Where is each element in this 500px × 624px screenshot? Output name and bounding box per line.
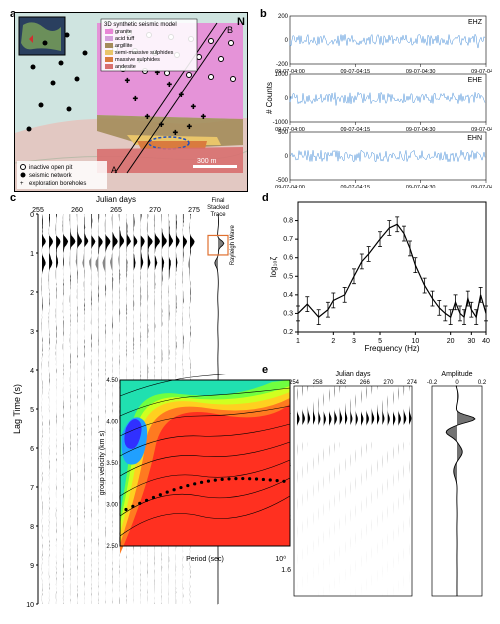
svg-text:+: + bbox=[187, 122, 192, 131]
svg-text:-0.2: -0.2 bbox=[427, 380, 438, 386]
svg-text:9: 9 bbox=[30, 563, 34, 570]
svg-text:1.6: 1.6 bbox=[281, 567, 291, 574]
svg-text:40: 40 bbox=[482, 338, 490, 345]
svg-text:20: 20 bbox=[447, 338, 455, 345]
svg-text:0.2: 0.2 bbox=[283, 329, 293, 336]
svg-text:argillite: argillite bbox=[115, 43, 132, 49]
svg-text:-500: -500 bbox=[276, 178, 289, 184]
svg-text:inactive open pit: inactive open pit bbox=[29, 165, 73, 171]
svg-text:Rayleigh Wave: Rayleigh Wave bbox=[230, 224, 236, 265]
svg-text:+: + bbox=[167, 80, 172, 89]
svg-text:3.50: 3.50 bbox=[106, 461, 118, 467]
svg-text:Julian days: Julian days bbox=[335, 371, 371, 378]
panel-e-gather: Julian days2542582622662702740.40.81.21.… bbox=[266, 368, 492, 612]
svg-text:200: 200 bbox=[278, 14, 289, 20]
svg-text:5: 5 bbox=[30, 407, 34, 414]
svg-text:2: 2 bbox=[30, 290, 34, 297]
svg-text:EHE: EHE bbox=[468, 77, 483, 84]
panel-a-map: A B +++ +++ +++ +++ 300 m bbox=[14, 12, 248, 192]
svg-text:4.50: 4.50 bbox=[106, 378, 118, 384]
svg-text:3: 3 bbox=[30, 329, 34, 336]
svg-text:# Counts: # Counts bbox=[265, 82, 274, 114]
svg-text:266: 266 bbox=[360, 380, 371, 386]
svg-text:+: + bbox=[20, 181, 24, 187]
svg-text:0: 0 bbox=[285, 96, 289, 102]
svg-text:265: 265 bbox=[110, 207, 122, 214]
figure: a A B bbox=[8, 8, 492, 616]
svg-text:+: + bbox=[133, 94, 138, 103]
svg-text:270: 270 bbox=[383, 380, 394, 386]
svg-text:+: + bbox=[191, 102, 196, 111]
svg-text:Lag Time (s): Lag Time (s) bbox=[12, 384, 22, 434]
panel-d-spectrum: 1235102030400.20.30.40.50.60.70.8Frequen… bbox=[266, 196, 492, 354]
svg-text:Period (sec): Period (sec) bbox=[186, 556, 224, 563]
svg-text:10⁰: 10⁰ bbox=[275, 555, 286, 563]
svg-text:0.7: 0.7 bbox=[283, 236, 293, 243]
svg-text:0.3: 0.3 bbox=[283, 310, 293, 317]
svg-text:semi-massive sulphides: semi-massive sulphides bbox=[115, 50, 174, 56]
svg-text:+: + bbox=[159, 120, 164, 129]
svg-text:500: 500 bbox=[278, 130, 289, 136]
svg-text:exploration boreholes: exploration boreholes bbox=[29, 181, 86, 187]
svg-text:274: 274 bbox=[407, 380, 418, 386]
svg-text:seismic network: seismic network bbox=[29, 173, 73, 179]
svg-text:Frequency (Hz): Frequency (Hz) bbox=[364, 344, 419, 353]
svg-text:0: 0 bbox=[455, 380, 459, 386]
svg-text:0: 0 bbox=[285, 154, 289, 160]
svg-text:-1000: -1000 bbox=[273, 120, 289, 126]
svg-text:Julian days: Julian days bbox=[96, 195, 136, 204]
svg-text:Stacked: Stacked bbox=[207, 205, 229, 211]
svg-text:-200: -200 bbox=[276, 62, 289, 68]
svg-text:260: 260 bbox=[71, 207, 83, 214]
svg-text:0.6: 0.6 bbox=[283, 255, 293, 262]
svg-text:4: 4 bbox=[30, 368, 34, 375]
svg-text:270: 270 bbox=[149, 207, 161, 214]
svg-text:6: 6 bbox=[30, 446, 34, 453]
section-A: A bbox=[111, 165, 117, 175]
svg-text:+: + bbox=[125, 76, 130, 85]
svg-text:EHZ: EHZ bbox=[468, 19, 483, 26]
svg-text:3: 3 bbox=[352, 338, 356, 345]
svg-text:7: 7 bbox=[30, 485, 34, 492]
svg-text:3.00: 3.00 bbox=[106, 503, 118, 509]
svg-text:0: 0 bbox=[30, 212, 34, 219]
svg-text:0.2: 0.2 bbox=[478, 380, 487, 386]
svg-text:258: 258 bbox=[313, 380, 324, 386]
svg-text:1: 1 bbox=[296, 338, 300, 345]
scale-label: 300 m bbox=[197, 158, 217, 165]
svg-text:0.5: 0.5 bbox=[283, 273, 293, 280]
svg-text:0.4: 0.4 bbox=[283, 292, 293, 299]
svg-text:+: + bbox=[179, 90, 184, 99]
svg-text:group velocity (km s): group velocity (km s) bbox=[99, 431, 106, 496]
svg-text:Amplitude: Amplitude bbox=[441, 371, 472, 378]
svg-text:10: 10 bbox=[26, 602, 34, 609]
svg-text:log₁₀ζ: log₁₀ζ bbox=[269, 256, 278, 277]
svg-text:1000: 1000 bbox=[275, 72, 289, 78]
svg-text:andesite: andesite bbox=[115, 64, 136, 70]
svg-text:0.8: 0.8 bbox=[283, 218, 293, 225]
legend-title: 3D synthetic seismic model bbox=[104, 22, 177, 28]
svg-text:275: 275 bbox=[188, 207, 200, 214]
svg-text:2.50: 2.50 bbox=[106, 544, 118, 550]
svg-text:acid tuff: acid tuff bbox=[115, 36, 135, 42]
svg-text:2: 2 bbox=[331, 338, 335, 345]
north-label: N bbox=[237, 16, 245, 28]
svg-text:+: + bbox=[201, 112, 206, 121]
svg-text:4.00: 4.00 bbox=[106, 420, 118, 426]
svg-text:+: + bbox=[145, 112, 150, 121]
svg-text:0: 0 bbox=[285, 38, 289, 44]
panel-c-dispersion-inset: 2.50 3.00 3.50 4.00 4.50 group velocity (km s… bbox=[96, 374, 296, 564]
section-B: B bbox=[227, 25, 233, 35]
svg-text:granite: granite bbox=[115, 29, 132, 35]
svg-text:Final: Final bbox=[211, 198, 224, 204]
svg-text:+: + bbox=[173, 128, 178, 137]
svg-text:8: 8 bbox=[30, 524, 34, 531]
svg-text:massive sulphides: massive sulphides bbox=[115, 57, 160, 63]
svg-text:262: 262 bbox=[336, 380, 347, 386]
svg-text:EHN: EHN bbox=[467, 135, 482, 142]
panel-b-seismograms: -2000200EHZ09-07-04:0009-07-04:1509-07-0… bbox=[264, 12, 492, 188]
svg-text:30: 30 bbox=[467, 338, 475, 345]
svg-text:1: 1 bbox=[30, 251, 34, 258]
